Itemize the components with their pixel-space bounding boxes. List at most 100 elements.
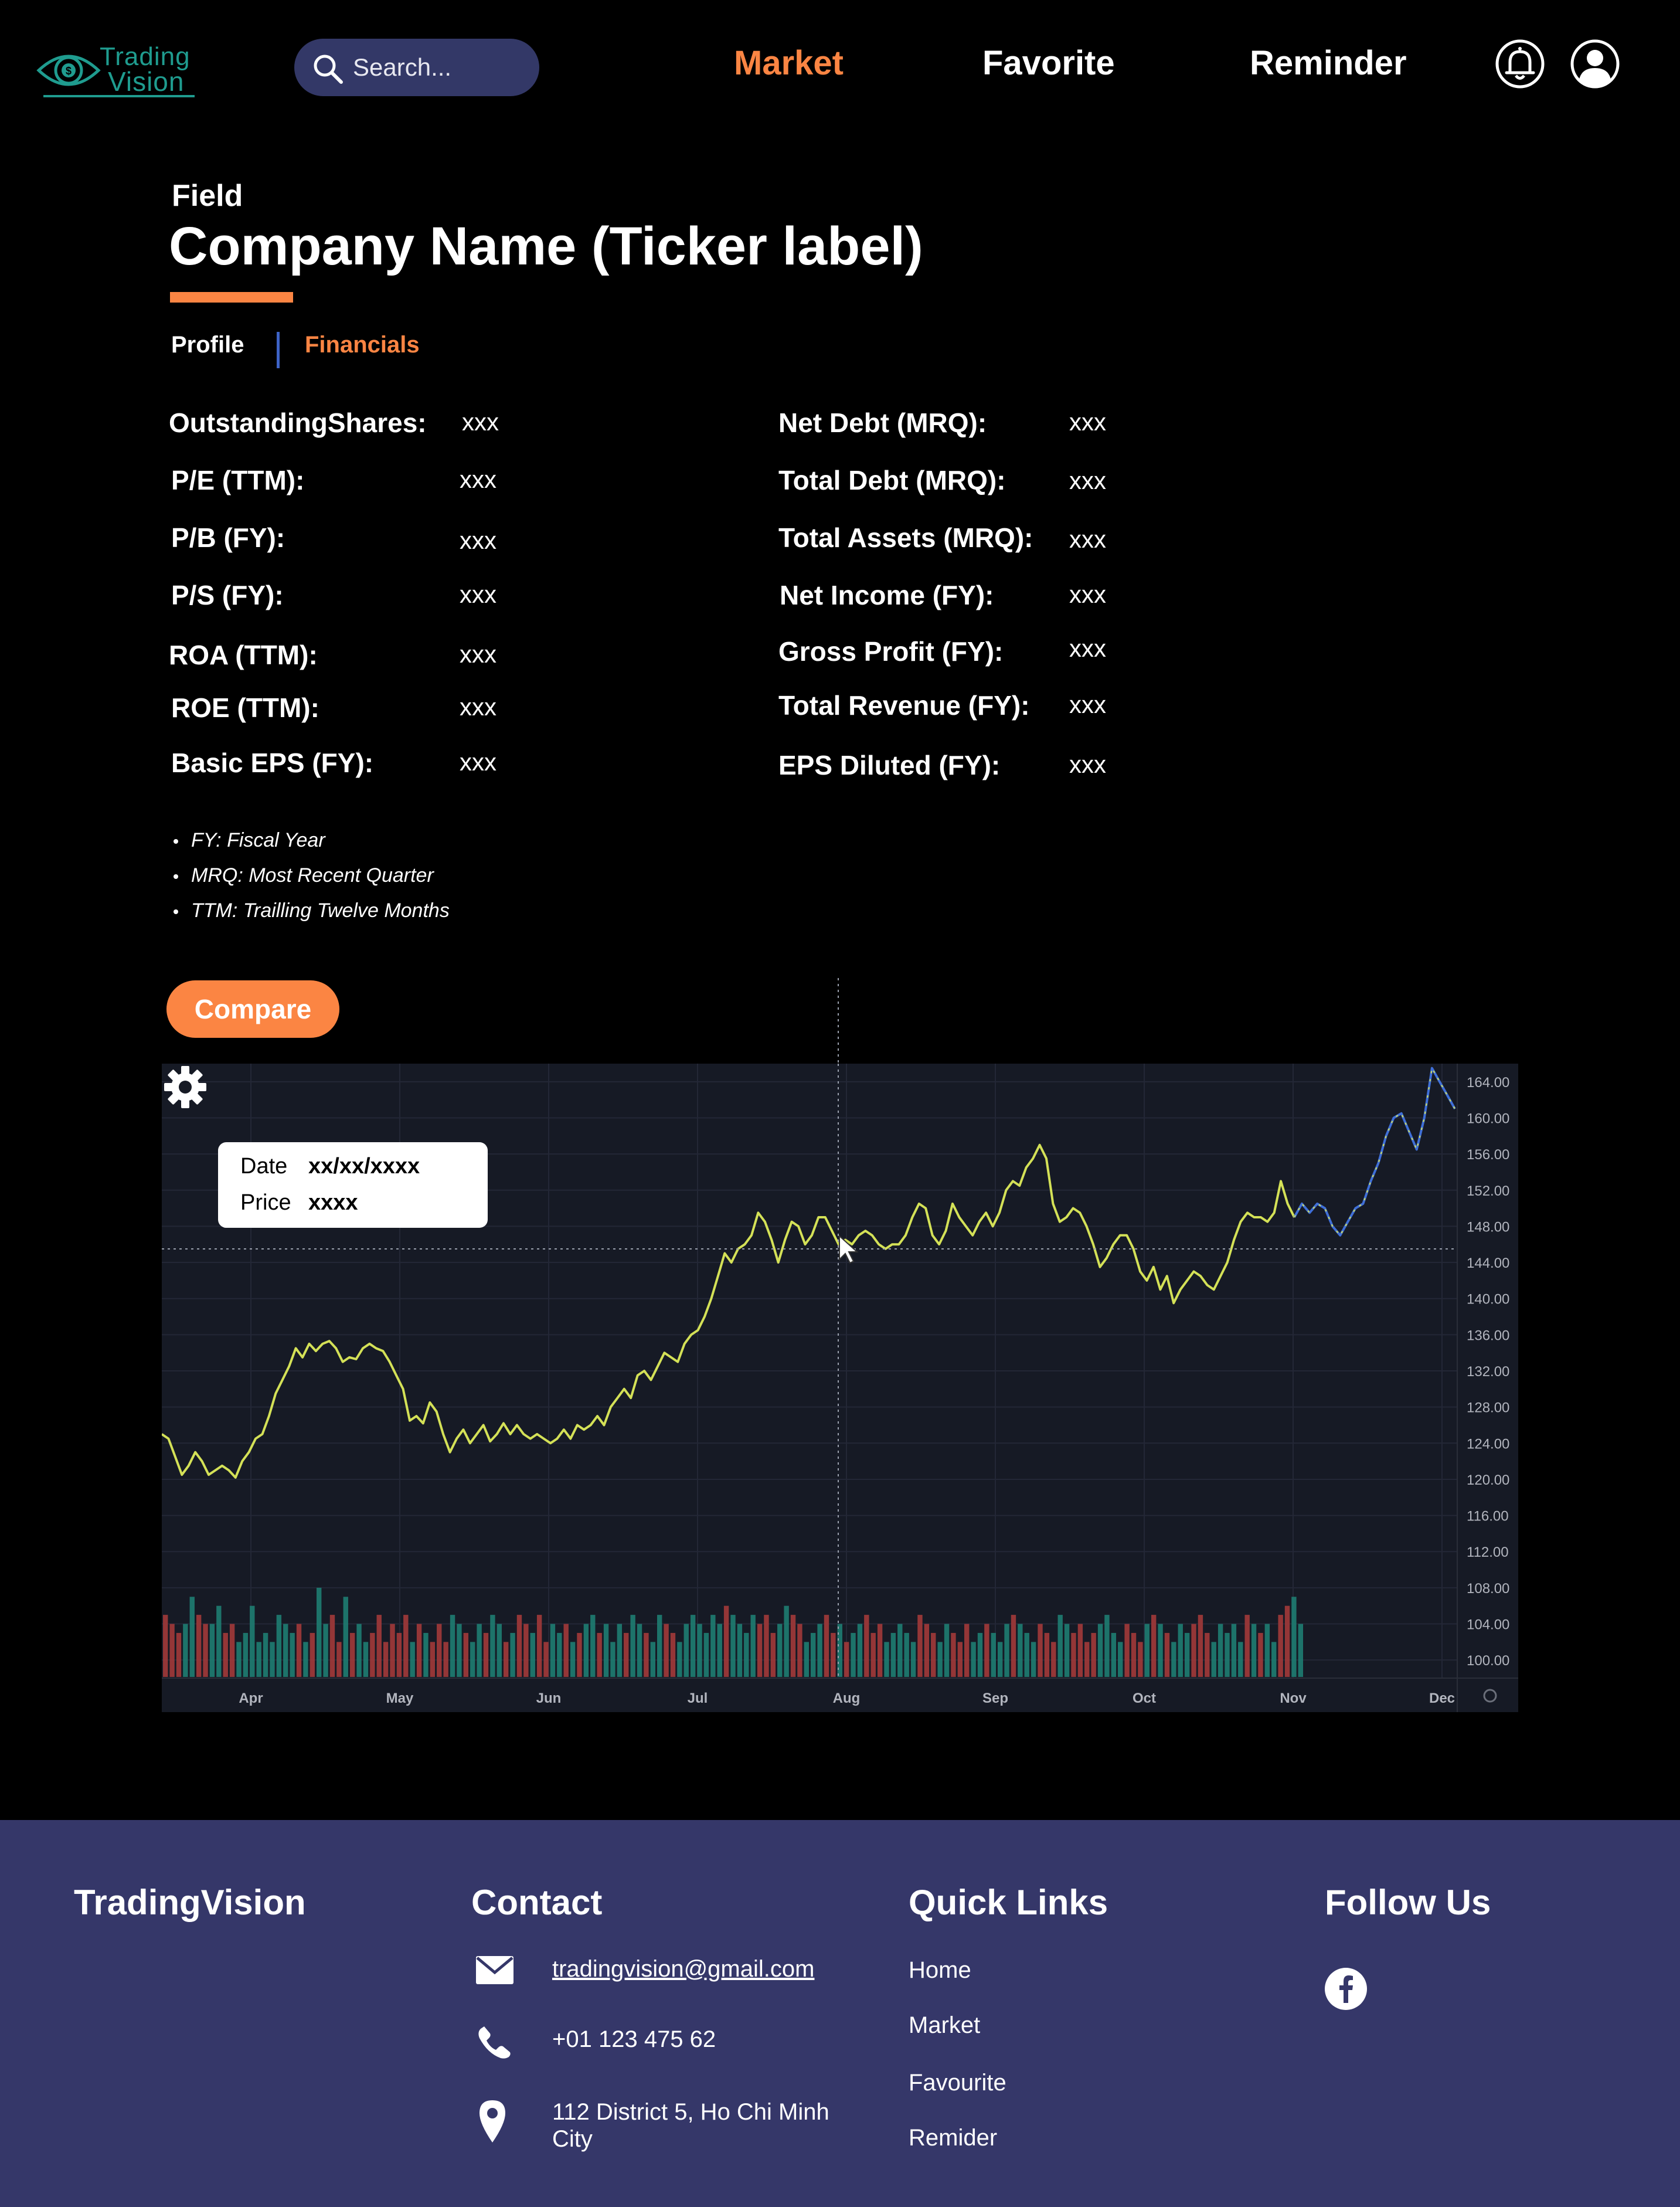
volume-bar — [490, 1615, 495, 1677]
volume-bar — [1184, 1632, 1190, 1677]
volume-bar — [1044, 1632, 1050, 1677]
metric-value: xxx — [460, 693, 496, 721]
footer-link-reminder[interactable]: Remider — [909, 2125, 998, 2151]
volume-bar — [243, 1632, 249, 1677]
volume-bar — [570, 1642, 576, 1677]
volume-bar — [336, 1642, 342, 1677]
volume-bar — [250, 1605, 255, 1677]
volume-bar — [991, 1632, 996, 1677]
volume-bar — [910, 1642, 916, 1677]
compare-button[interactable]: Compare — [166, 980, 339, 1038]
volume-bar — [824, 1615, 829, 1677]
user-avatar-icon[interactable] — [1570, 39, 1620, 89]
tooltip-price-value: xxxx — [308, 1190, 358, 1215]
volume-bar — [1031, 1642, 1036, 1677]
chart-canvas[interactable]: 100.00 104.00 108.00 112.00 116.00 120.00 124.… — [162, 1064, 1518, 1712]
metric-label: ROA (TTM): — [169, 640, 318, 670]
volume-bar — [536, 1615, 542, 1677]
facebook-icon[interactable] — [1325, 1968, 1367, 2010]
y-tick-label: 152.00 — [1467, 1183, 1509, 1199]
footer-address-line2: City — [552, 2126, 593, 2152]
volume-bar — [1038, 1624, 1043, 1677]
y-tick-label: 100.00 — [1467, 1653, 1509, 1669]
volume-bar — [851, 1632, 856, 1677]
mouse-cursor-icon — [839, 1234, 859, 1264]
volume-bar — [516, 1615, 522, 1677]
volume-bar — [984, 1624, 989, 1677]
tab-financials[interactable]: Financials — [305, 332, 420, 358]
volume-bar — [790, 1615, 796, 1677]
volume-bar — [270, 1642, 275, 1677]
volume-bar — [363, 1642, 369, 1677]
volume-bar — [349, 1632, 355, 1677]
footer-email-link[interactable]: tradingvision@gmail.com — [552, 1956, 815, 1982]
nav-favorite[interactable]: Favorite — [982, 44, 1115, 82]
volume-bar — [904, 1632, 909, 1677]
volume-bar — [1104, 1615, 1110, 1677]
volume-bar — [1018, 1624, 1023, 1677]
footer-link-market[interactable]: Market — [909, 2012, 981, 2038]
volume-bar — [410, 1642, 415, 1677]
volume-bar — [543, 1642, 549, 1677]
volume-bar — [483, 1632, 489, 1677]
price-chart[interactable]: 100.00 104.00 108.00 112.00 116.00 120.00 124.… — [162, 1064, 1518, 1712]
volume-bar — [703, 1632, 709, 1677]
volume-bar — [503, 1642, 509, 1677]
forecast-line-overlay — [1294, 1066, 1455, 1237]
volume-bar — [216, 1605, 222, 1677]
metric-label: Total Assets (MRQ): — [778, 522, 1033, 553]
volume-bar — [1178, 1624, 1183, 1677]
volume-bar — [1004, 1624, 1009, 1677]
volume-bar — [283, 1624, 288, 1677]
volume-bar — [1084, 1642, 1090, 1677]
metric-value: xxx — [1069, 634, 1106, 662]
bell-icon[interactable] — [1495, 39, 1545, 89]
volume-bar — [664, 1624, 669, 1677]
volume-bar — [1264, 1624, 1270, 1677]
volume-bar — [1211, 1642, 1216, 1677]
nav-market[interactable]: Market — [734, 44, 844, 82]
forecast-line[interactable] — [1293, 1067, 1456, 1237]
volume-bar — [457, 1624, 462, 1677]
volume-bar — [176, 1632, 182, 1677]
footer-contact-title: Contact — [471, 1883, 603, 1922]
footer-link-favourite[interactable]: Favourite — [909, 2070, 1006, 2096]
logo-underline — [43, 95, 195, 97]
volume-bar — [563, 1624, 569, 1677]
volume-bar — [1144, 1624, 1150, 1677]
metric-label: P/E (TTM): — [171, 465, 305, 495]
volume-bar — [183, 1624, 188, 1677]
volume-bar — [1124, 1624, 1130, 1677]
volume-bar — [1291, 1597, 1297, 1677]
volume-bar — [1278, 1615, 1283, 1677]
volume-bar — [844, 1642, 849, 1677]
volume-bar — [804, 1642, 810, 1677]
volume-bar — [1158, 1624, 1163, 1677]
volume-bar — [430, 1642, 436, 1677]
volume-bar — [1225, 1632, 1230, 1677]
axis-settings-icon[interactable] — [1483, 1689, 1497, 1703]
price-line[interactable] — [162, 1143, 1295, 1479]
volume-bar — [477, 1624, 482, 1677]
tab-profile[interactable]: Profile — [171, 332, 244, 358]
volume-bar — [229, 1624, 235, 1677]
nav-reminder[interactable]: Reminder — [1250, 44, 1407, 82]
footer-link-home[interactable]: Home — [909, 1957, 971, 1983]
search-input[interactable] — [353, 49, 529, 86]
y-tick-label: 132.00 — [1467, 1364, 1509, 1380]
volume-bar — [1238, 1642, 1243, 1677]
x-tick-label: Jun — [536, 1690, 562, 1706]
logo[interactable]: $ Trading Vision — [36, 41, 195, 97]
volume-bar — [924, 1624, 930, 1677]
volume-bar — [303, 1642, 308, 1677]
volume-bar — [510, 1632, 515, 1677]
gear-icon[interactable] — [162, 1064, 209, 1111]
metric-label: Gross Profit (FY): — [778, 636, 1004, 667]
volume-bar — [877, 1624, 883, 1677]
search-bar[interactable] — [294, 39, 539, 96]
volume-bar — [997, 1642, 1003, 1677]
metric-value: xxx — [460, 640, 496, 668]
note-item: MRQ: Most Recent Quarter — [174, 864, 434, 887]
volume-bar — [777, 1624, 783, 1677]
volume-bar — [1138, 1642, 1143, 1677]
